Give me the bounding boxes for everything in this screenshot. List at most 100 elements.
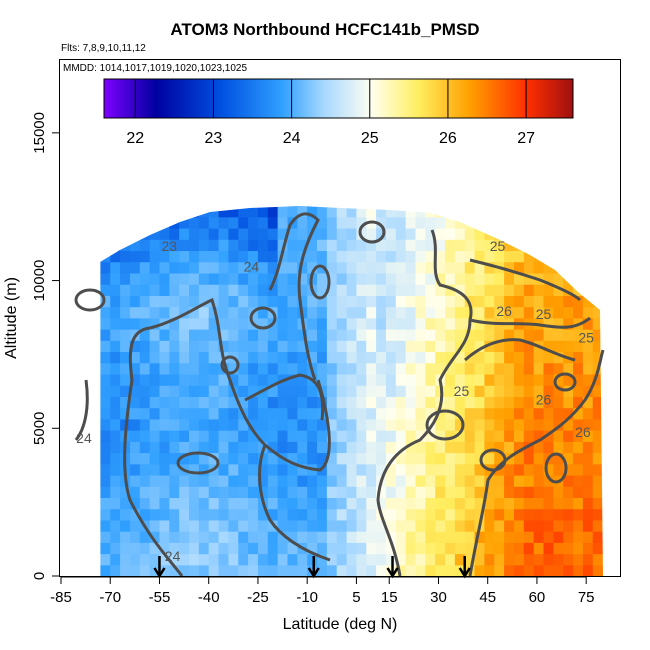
heatmap-cell — [179, 396, 190, 409]
heatmap-cell — [415, 430, 426, 442]
heatmap-cell — [159, 261, 170, 274]
contour-label: 25 — [536, 306, 552, 322]
heatmap-cell — [179, 373, 190, 386]
heatmap-cell — [366, 227, 377, 240]
heatmap-cell — [494, 441, 505, 454]
heatmap-cell — [553, 317, 564, 330]
heatmap-cell — [179, 553, 190, 566]
heatmap-cell — [592, 216, 603, 229]
heatmap-cell — [307, 508, 318, 521]
heatmap-cell — [179, 564, 190, 576]
heatmap-cell — [267, 441, 279, 454]
heatmap-cell — [317, 497, 328, 510]
heatmap-cell — [317, 531, 328, 543]
heatmap-cell — [356, 206, 367, 218]
heatmap-cell — [464, 418, 476, 431]
heatmap-cell — [573, 542, 584, 555]
heatmap-cell — [336, 508, 348, 521]
heatmap-cell — [415, 418, 426, 431]
heatmap-cell — [169, 441, 180, 454]
heatmap-cell — [139, 261, 151, 274]
heatmap-cell — [218, 340, 229, 353]
heatmap-cell — [287, 463, 298, 476]
heatmap-cell — [129, 553, 141, 566]
heatmap-cell — [464, 385, 476, 397]
heatmap-cell — [346, 351, 358, 364]
heatmap-cell — [376, 239, 387, 252]
heatmap-cell — [356, 441, 367, 454]
heatmap-cell — [582, 206, 594, 207]
heatmap-cell — [592, 385, 603, 397]
heatmap-cell — [179, 441, 190, 454]
heatmap-cell — [513, 531, 525, 543]
heatmap-cell — [563, 463, 574, 476]
heatmap-cell — [494, 362, 505, 375]
heatmap-cell — [100, 508, 111, 521]
heatmap-cell — [120, 373, 131, 386]
heatmap-cell — [504, 362, 515, 375]
heatmap-cell — [248, 474, 259, 487]
heatmap-cell — [425, 295, 436, 308]
heatmap-cell — [543, 441, 554, 454]
heatmap-cell — [376, 183, 386, 195]
heatmap-cell — [484, 340, 495, 353]
heatmap-cell — [356, 508, 367, 521]
heatmap-cell — [120, 407, 131, 420]
heatmap-cell — [592, 519, 603, 532]
heatmap-cell — [474, 508, 486, 521]
heatmap-cell — [129, 284, 141, 296]
heatmap-cell — [297, 474, 308, 487]
heatmap-cell — [533, 239, 545, 252]
heatmap-cell — [553, 172, 563, 184]
heatmap-cell — [317, 216, 328, 229]
heatmap-cell — [198, 385, 210, 397]
heatmap-cell — [563, 206, 574, 207]
heatmap-cell — [326, 317, 338, 330]
heatmap-cell — [336, 206, 348, 218]
heatmap-cell — [169, 542, 180, 555]
heatmap-cell — [277, 295, 289, 308]
heatmap-cell — [494, 396, 505, 409]
heatmap-cell — [198, 250, 210, 263]
heatmap-cell — [346, 373, 358, 386]
colorbar-tick-label: 25 — [361, 130, 379, 147]
heatmap-cell — [445, 508, 456, 521]
heatmap-cell — [238, 227, 249, 240]
heatmap-cell — [356, 519, 367, 532]
heatmap-cell — [474, 261, 486, 274]
heatmap-cell — [484, 295, 495, 308]
heatmap-cell — [169, 508, 180, 521]
heatmap-cell — [582, 216, 594, 229]
heatmap-cell — [356, 373, 367, 386]
heatmap-cell — [523, 463, 535, 476]
heatmap-cell — [199, 183, 209, 195]
heatmap-cell — [228, 396, 239, 409]
heatmap-cell — [179, 362, 190, 375]
heatmap-cell — [474, 497, 486, 510]
heatmap-cell — [248, 553, 259, 566]
heatmap-cell — [189, 216, 200, 229]
heatmap-cell — [395, 542, 407, 555]
heatmap-cell — [198, 508, 210, 521]
heatmap-cell — [454, 519, 466, 532]
heatmap-cell — [218, 474, 229, 487]
heatmap-cell — [110, 227, 121, 240]
heatmap-cell — [159, 206, 170, 207]
heatmap-cell — [326, 373, 338, 386]
heatmap-cell — [100, 261, 111, 274]
heatmap-cell — [376, 430, 387, 442]
colorbar-tick-label: 27 — [517, 130, 535, 147]
heatmap-cell — [376, 317, 387, 330]
heatmap-cell — [228, 407, 239, 420]
heatmap-cell — [376, 206, 387, 218]
heatmap-field — [100, 172, 603, 576]
heatmap-cell — [474, 239, 486, 252]
heatmap-cell — [464, 373, 476, 386]
heatmap-cell — [110, 351, 121, 364]
heatmap-cell — [553, 227, 564, 240]
heatmap-cell — [523, 430, 535, 442]
heatmap-cell — [356, 396, 367, 409]
heatmap-cell — [120, 206, 131, 218]
heatmap-cell — [405, 396, 417, 409]
